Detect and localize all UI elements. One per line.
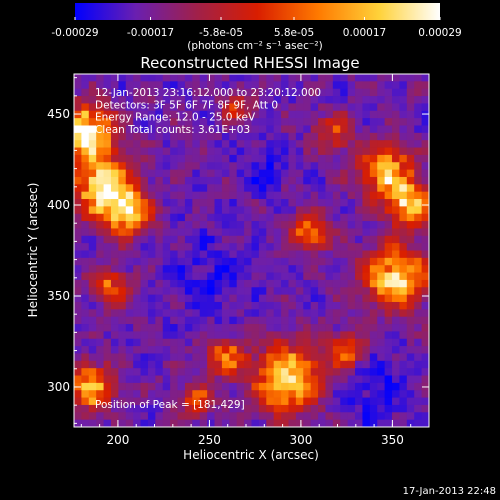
y-axis-tick-label: 300 [47,380,70,394]
colorbar-unit-label: (photons cm⁻² s⁻¹ asec⁻²) [187,40,322,52]
x-axis-tick-label: 200 [106,433,129,447]
y-axis-tick-label: 350 [47,289,70,303]
x-axis-tick-label: 250 [198,433,221,447]
colorbar-tick-label: 0.00017 [343,27,386,39]
colorbar-gradient [75,3,440,20]
chart-title: Reconstructed RHESSI Image [140,54,359,72]
colorbar-tick-label: -0.00017 [127,27,174,39]
heatmap-image [74,74,430,428]
colorbar-tick-label: -0.00029 [51,27,98,39]
y-axis-tick-label: 450 [47,107,70,121]
plot-frame [73,73,430,428]
y-axis-label: Heliocentric Y (arcsec) [26,183,40,318]
colorbar-tick-label: 0.00029 [418,27,461,39]
annotation-line: 12-Jan-2013 23:16:12.000 to 23:20:12.000 [95,87,321,99]
peak-position-label: Position of Peak = [181,429] [95,399,245,411]
y-axis-tick-label: 400 [47,198,70,212]
colorbar-tick-label: 5.8e-05 [274,27,314,39]
annotation-line: Detectors: 3F 5F 6F 7F 8F 9F, Att 0 [95,99,278,111]
x-axis-label: Heliocentric X (arcsec) [183,448,319,462]
x-axis-tick-label: 300 [289,433,312,447]
annotation-block: 12-Jan-2013 23:16:12.000 to 23:20:12.000… [95,87,321,136]
annotation-line: Energy Range: 12.0 - 25.0 keV [95,112,256,124]
footer-timestamp: 17-Jan-2013 22:48 [403,486,496,497]
colorbar: -0.00029 -0.00017 -5.8e-05 5.8e-05 0.00017 0.… [51,3,462,52]
annotation-line: Clean Total counts: 3.61E+03 [95,124,250,136]
x-axis-tick-label: 350 [381,433,404,447]
colorbar-tick-label: -5.8e-05 [199,27,243,39]
